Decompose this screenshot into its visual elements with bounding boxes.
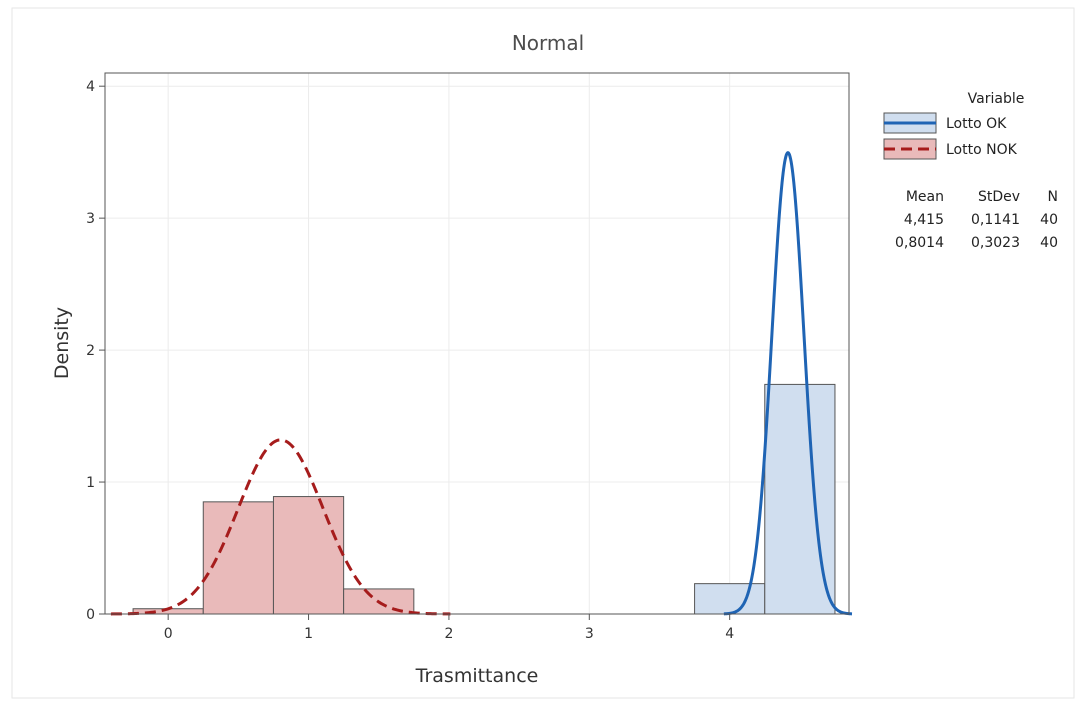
- density-curves: [110, 150, 853, 616]
- x-tick-label: 3: [585, 626, 594, 642]
- stats-header-mean: Mean: [906, 189, 944, 205]
- legend-label-lotto-nok: Lotto NOK: [946, 142, 1018, 158]
- axes: 0 1 2 3 4 0 1 2 3 4: [86, 79, 734, 642]
- y-tick-label: 0: [86, 607, 95, 623]
- histogram-bar-lotto-ok: [694, 583, 766, 615]
- x-tick-label: 0: [164, 626, 173, 642]
- x-axis-label: Trasmittance: [415, 665, 539, 687]
- legend-label-lotto-ok: Lotto OK: [946, 116, 1007, 132]
- histogram-bar-lotto-nok: [272, 496, 345, 615]
- histogram-bar-lotto-ok: [764, 383, 836, 615]
- histogram-bar-lotto-nok: [202, 501, 274, 615]
- legend: Variable Lotto OK Lotto NOK: [883, 91, 1025, 160]
- stats-header-stdev: StDev: [978, 189, 1020, 205]
- y-tick-label: 4: [86, 79, 95, 95]
- y-tick-label: 3: [86, 211, 95, 227]
- stats-nok-n: 40: [1040, 235, 1058, 251]
- stats-nok-stdev: 0,3023: [971, 235, 1020, 251]
- x-tick-label: 2: [444, 626, 453, 642]
- stats-nok-mean: 0,8014: [895, 235, 944, 251]
- stats-table: Mean StDev N 4,415 0,1141 40 0,8014 0,30…: [895, 189, 1058, 251]
- density-curve-lotto-ok: [723, 150, 853, 616]
- density-curve-lotto-nok: [110, 438, 451, 616]
- stats-ok-mean: 4,415: [904, 212, 944, 228]
- chart-title: Normal: [512, 31, 584, 55]
- x-tick-label: 4: [725, 626, 734, 642]
- stats-header-n: N: [1048, 189, 1058, 205]
- stats-ok-n: 40: [1040, 212, 1058, 228]
- legend-title: Variable: [968, 91, 1025, 107]
- figure-border: [11, 7, 1075, 699]
- histogram-bars: [132, 383, 836, 615]
- legend-item-lotto-ok: Lotto OK: [883, 112, 1007, 134]
- x-tick-label: 1: [304, 626, 313, 642]
- plot-area-frame: [104, 72, 850, 615]
- stats-ok-stdev: 0,1141: [971, 212, 1020, 228]
- y-tick-label: 1: [86, 475, 95, 491]
- y-tick-label: 2: [86, 343, 95, 359]
- legend-item-lotto-nok: Lotto NOK: [883, 138, 1018, 160]
- y-axis-label: Density: [51, 307, 73, 379]
